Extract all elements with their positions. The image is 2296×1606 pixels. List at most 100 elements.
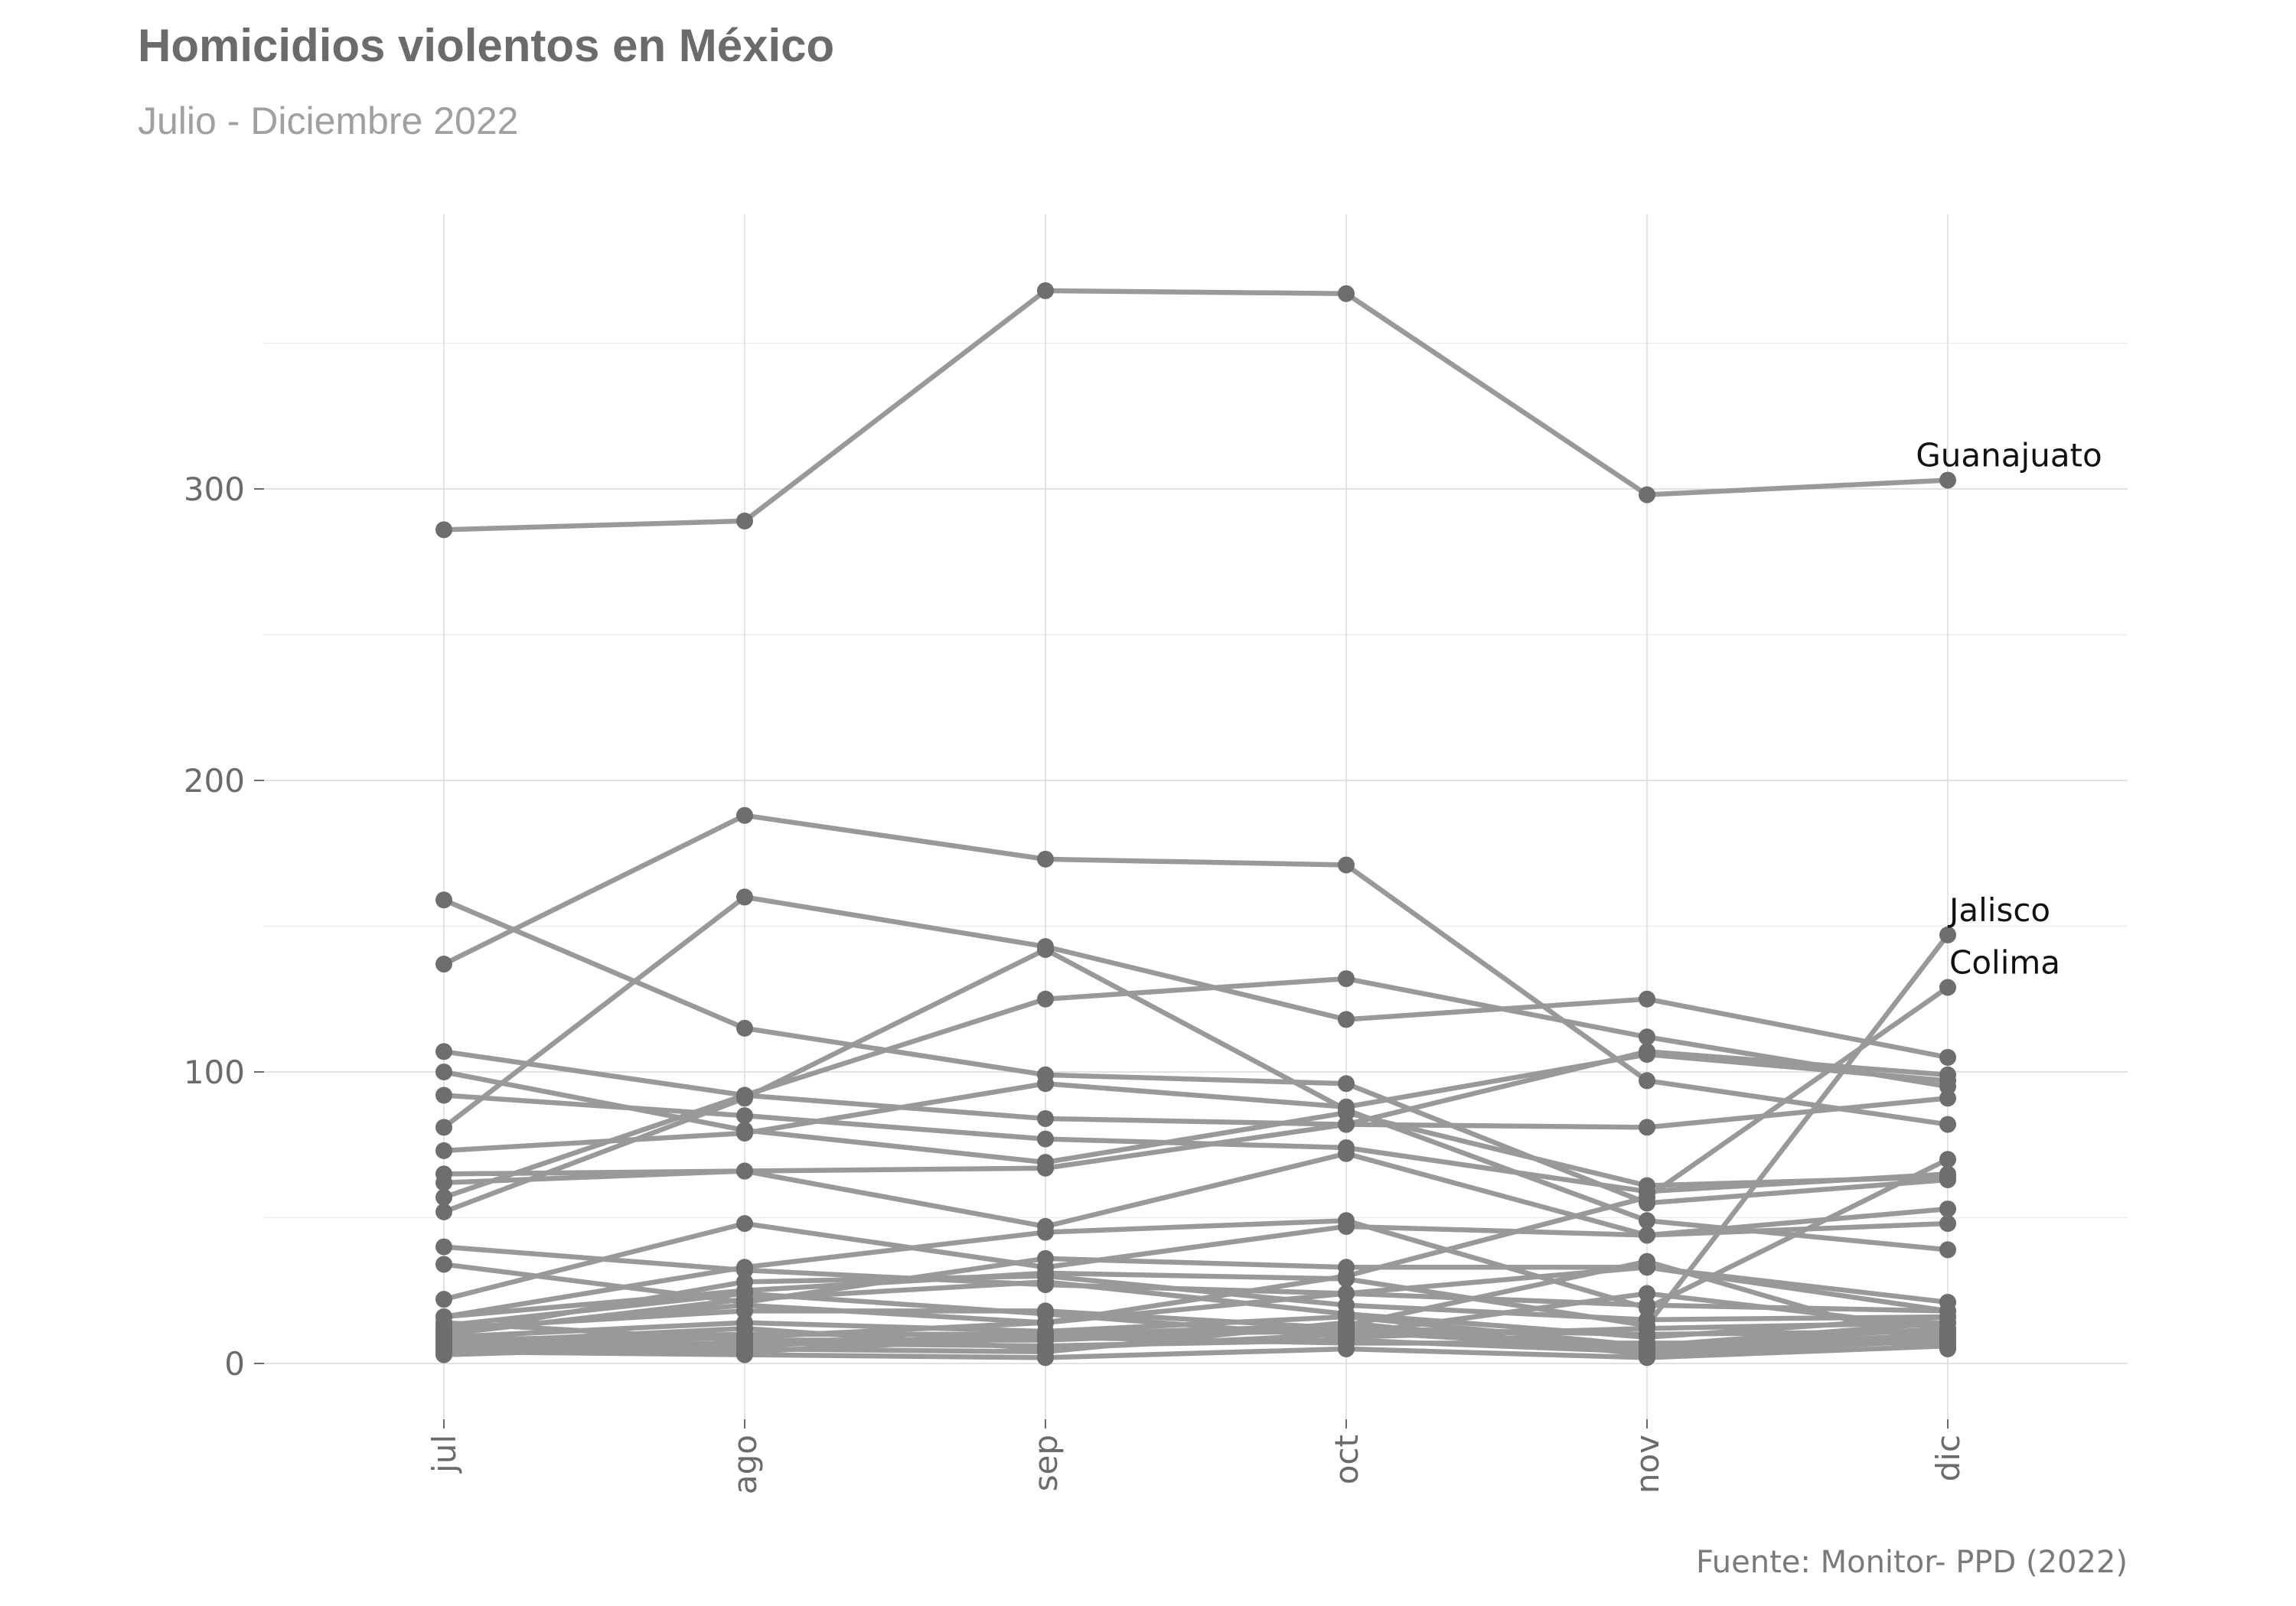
series-line: [441, 1273, 1951, 1337]
data-point: [1037, 850, 1054, 868]
data-point: [435, 956, 452, 973]
data-point: [1338, 1145, 1355, 1162]
data-point: [435, 1174, 452, 1191]
data-point: [1939, 1308, 1956, 1326]
data-point: [1639, 1072, 1655, 1090]
series-line: [441, 813, 1951, 1127]
series-line: [441, 1049, 1951, 1127]
y-tick-label: 300: [184, 471, 245, 508]
data-point: [736, 512, 753, 529]
data-point: [435, 1314, 452, 1331]
data-point: [1939, 926, 1956, 943]
data-point: [1338, 1259, 1355, 1276]
data-point: [1037, 1349, 1054, 1367]
data-point: [1939, 979, 1956, 996]
data-point: [1639, 1194, 1655, 1212]
data-point: [1639, 1028, 1655, 1046]
y-tick-label: 0: [224, 1345, 245, 1383]
data-point: [1338, 1212, 1355, 1230]
data-point: [736, 1107, 753, 1125]
data-point: [1639, 486, 1655, 503]
data-point: [435, 521, 452, 539]
data-point: [435, 1119, 452, 1136]
data-point: [1037, 1314, 1054, 1331]
data-point: [736, 1343, 753, 1360]
series-line: [441, 1334, 1951, 1355]
data-point: [1939, 1048, 1956, 1066]
data-point: [435, 1325, 452, 1343]
data-point: [435, 1142, 452, 1159]
x-tick-label: sep: [1027, 1435, 1065, 1491]
data-point: [736, 1320, 753, 1337]
series-line: [441, 894, 1951, 1130]
series-line: [441, 1343, 1951, 1360]
data-point: [435, 1086, 452, 1104]
data-point: [736, 1019, 753, 1037]
data-point: [435, 1064, 452, 1080]
series-line: [441, 1259, 1951, 1357]
data-point: [736, 1296, 753, 1314]
data-point: [736, 1162, 753, 1180]
data-point: [435, 1291, 452, 1308]
data-point: [1338, 1285, 1355, 1302]
data-point: [1939, 1090, 1956, 1107]
data-point: [736, 1259, 753, 1276]
data-point: [1639, 1212, 1655, 1230]
annotation-label: Jalisco: [1947, 891, 2050, 929]
chart-subtitle: Julio - Diciembre 2022: [138, 99, 518, 142]
data-point: [1639, 1311, 1655, 1328]
series-points: [435, 282, 1956, 1367]
series-line: [441, 897, 1951, 1206]
series-line: [441, 1220, 1951, 1302]
data-point: [1338, 1011, 1355, 1028]
data-point: [1338, 1296, 1355, 1314]
data-point: [1939, 1116, 1956, 1133]
data-point: [736, 1215, 753, 1233]
series-line: [441, 1151, 1951, 1238]
data-point: [736, 1331, 753, 1349]
series-line: [441, 288, 1951, 533]
series-line: [441, 1320, 1951, 1343]
series-line: [441, 946, 1951, 1253]
data-point: [1639, 1349, 1655, 1367]
chart-title: Homicidios violentos en México: [138, 20, 834, 71]
series-line: [441, 1291, 1951, 1334]
data-point: [1338, 1098, 1355, 1116]
data-point: [1338, 1116, 1355, 1133]
y-axis-ticks: 0 100 200 300: [184, 471, 264, 1383]
series-line: [441, 1069, 1951, 1188]
data-point: [736, 1125, 753, 1142]
data-point: [1037, 938, 1054, 956]
y-tick-label: 200: [184, 762, 245, 800]
data-point: [1037, 1223, 1054, 1241]
data-point: [1338, 970, 1355, 988]
data-point: [1639, 1296, 1655, 1314]
data-point: [435, 1043, 452, 1060]
data-point: [1939, 1165, 1956, 1183]
series-line: [441, 1157, 1951, 1320]
series-lines: [441, 288, 1951, 1360]
data-point: [1939, 1241, 1956, 1259]
x-tick-label: oct: [1328, 1435, 1365, 1484]
data-point: [1037, 990, 1054, 1008]
data-point: [1037, 1130, 1054, 1148]
data-point: [1037, 1328, 1054, 1346]
data-point: [736, 1273, 753, 1291]
annotation-label: Guanajuato: [1916, 437, 2102, 474]
data-point: [1037, 1267, 1054, 1285]
data-point: [1338, 1334, 1355, 1352]
data-point: [435, 1238, 452, 1256]
annotations: Guanajuato Jalisco Colima: [1916, 437, 2102, 982]
data-point: [1639, 1119, 1655, 1136]
series-line: [441, 976, 1951, 1200]
data-point: [1037, 1249, 1054, 1267]
data-point: [1338, 856, 1355, 874]
data-point: [1037, 282, 1054, 299]
data-point: [1939, 471, 1956, 489]
data-point: [435, 1203, 452, 1220]
x-tick-label: ago: [726, 1435, 764, 1494]
data-point: [1639, 1253, 1655, 1270]
data-point: [1639, 1334, 1655, 1352]
x-axis-ticks: jul ago sep oct nov dic: [426, 1419, 1967, 1494]
